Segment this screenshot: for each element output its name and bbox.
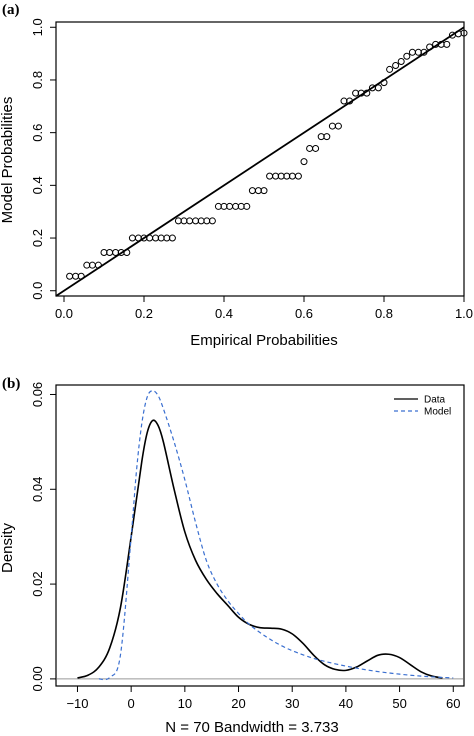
data-point — [403, 52, 411, 60]
x-tick-label: 20 — [231, 696, 245, 711]
panel-b-y-axis-title: Density — [0, 522, 16, 573]
x-tick-label: 10 — [178, 696, 192, 711]
panel-a-reference-line — [55, 26, 465, 297]
panel-b-x-axis-title: N = 70 Bandwidth = 3.733 — [165, 719, 338, 736]
data-point — [392, 61, 400, 69]
data-point — [386, 65, 394, 73]
panel-b-x-axis: −10 0 10 20 30 40 50 60 — [66, 686, 460, 711]
x-tick-label: 0.8 — [375, 306, 393, 321]
data-point — [94, 261, 102, 269]
panel-a-points — [66, 29, 468, 280]
data-point — [243, 202, 251, 210]
data-point — [66, 272, 74, 280]
data-point — [312, 144, 320, 152]
x-tick-label: −10 — [66, 696, 88, 711]
panel-a-x-axis-title: Empirical Probabilities — [190, 332, 338, 349]
y-tick-label: 0.4 — [30, 176, 45, 194]
series-line-data — [77, 419, 443, 679]
x-tick-label: 0.2 — [135, 306, 153, 321]
data-point — [408, 48, 416, 56]
data-point — [123, 249, 131, 257]
data-point — [128, 234, 136, 242]
data-point — [380, 79, 388, 87]
data-point — [294, 172, 302, 180]
data-point — [460, 29, 468, 37]
data-point — [323, 133, 331, 141]
y-tick-label: 0.2 — [30, 229, 45, 247]
y-tick-label: 1.0 — [30, 18, 45, 36]
data-point — [248, 187, 256, 195]
data-point — [266, 172, 274, 180]
panel-b-y-axis: 0.00 0.02 0.04 0.06 — [30, 382, 56, 692]
data-point — [306, 144, 314, 152]
data-point — [420, 48, 428, 56]
panel-b-plot-frame — [55, 384, 465, 687]
panel-a: (a) 0.0 0.2 0.4 0.6 0.8 1.0 0.0 0.2 0.4 0.6 0.8 1.… — [0, 2, 473, 349]
y-tick-label: 0.00 — [30, 666, 45, 691]
x-tick-label: 0.6 — [295, 306, 313, 321]
y-tick-label: 0.06 — [30, 382, 45, 407]
data-point — [168, 234, 176, 242]
panel-a-label: (a) — [2, 2, 20, 18]
x-tick-label: 60 — [446, 696, 460, 711]
data-point — [426, 43, 434, 51]
y-tick-label: 0.02 — [30, 571, 45, 596]
data-point — [77, 272, 85, 280]
x-tick-label: 50 — [392, 696, 406, 711]
panel-b-label: (b) — [2, 376, 20, 392]
series-line-model — [98, 390, 454, 681]
data-point — [334, 122, 342, 130]
data-point — [363, 89, 371, 97]
data-point — [328, 122, 336, 130]
legend-label-data: Data — [424, 395, 446, 406]
y-tick-label: 0.04 — [30, 477, 45, 502]
panel-a-x-axis: 0.0 0.2 0.4 0.6 0.8 1.0 — [55, 296, 473, 321]
data-point — [208, 217, 216, 225]
panel-a-y-axis: 0.0 0.2 0.4 0.6 0.8 1.0 — [30, 18, 56, 300]
panel-b-density-lines — [77, 390, 454, 681]
legend-label-model: Model — [424, 407, 451, 418]
data-point — [300, 158, 308, 166]
data-point — [346, 97, 354, 105]
data-point — [260, 187, 268, 195]
data-point — [374, 84, 382, 92]
y-tick-label: 0.8 — [30, 71, 45, 89]
x-tick-label: 0 — [128, 696, 135, 711]
x-tick-label: 0.4 — [215, 306, 233, 321]
x-tick-label: 40 — [339, 696, 353, 711]
x-tick-label: 30 — [285, 696, 299, 711]
panel-a-plot-frame — [55, 21, 465, 297]
data-point — [443, 40, 451, 48]
data-point — [397, 58, 405, 66]
x-tick-label: 0.0 — [55, 306, 73, 321]
y-tick-label: 0.6 — [30, 124, 45, 142]
panel-a-y-axis-title: Model Probabilities — [0, 97, 16, 224]
reference-line — [55, 26, 465, 297]
x-tick-label: 1.0 — [455, 306, 473, 321]
panel-b: (b) −10 0 10 20 30 40 50 60 0.00 0.02 0.04 0.06 Da… — [0, 376, 465, 736]
y-tick-label: 0.0 — [30, 282, 45, 300]
